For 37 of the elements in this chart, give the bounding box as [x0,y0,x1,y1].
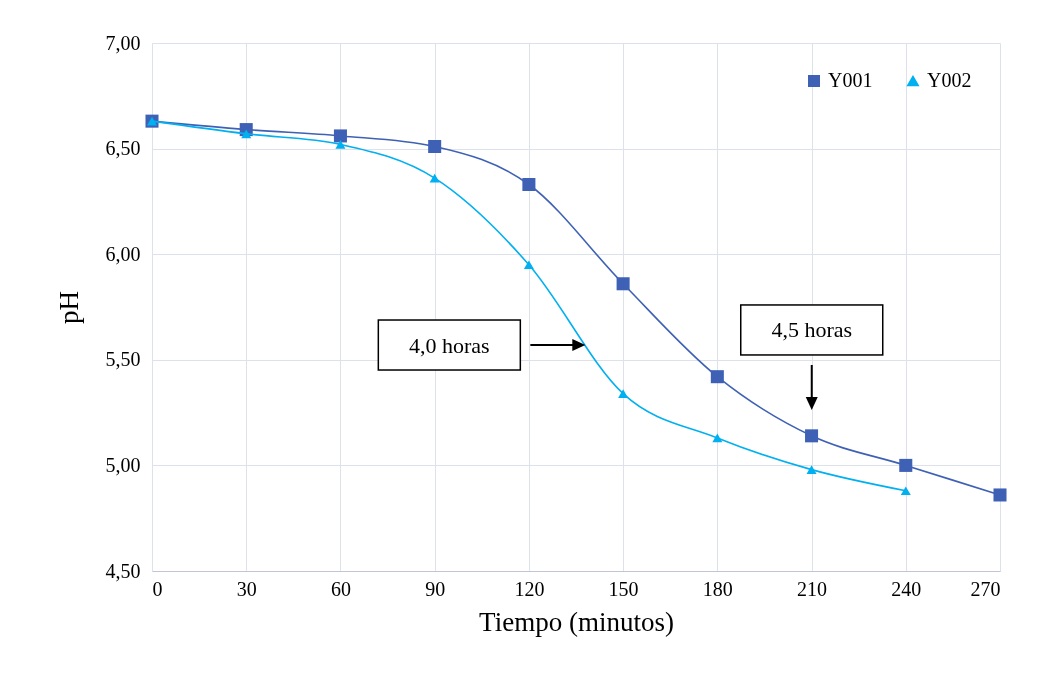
x-tick-label: 90 [425,577,446,600]
point [899,458,913,472]
point [900,486,911,496]
point [806,465,817,474]
point [805,429,819,443]
point [523,260,534,270]
point [522,177,536,192]
x-tick-label: 30 [236,577,257,600]
annotation: 4,0 horas [409,332,490,358]
legend-label: Y002 [927,69,972,91]
x-tick-label: 120 [514,577,545,600]
point [335,140,346,149]
y-tick-label: 6,50 [105,137,141,160]
y-axis-title: pH [53,291,84,324]
point [712,433,723,443]
x-tick-label: 210 [797,577,828,600]
x-tick-label: 270 [970,577,1001,600]
x-tick-label: 0 [152,577,163,600]
y-tick-label: 7,00 [105,31,141,54]
y-tick-label: 5,00 [105,453,141,476]
point [428,139,442,154]
x-tick-label: 180 [702,577,733,600]
point [618,389,629,398]
point [616,277,630,291]
point [241,129,252,139]
x-tick-label: 60 [330,577,351,600]
x-axis-title: Tiempo (minutos) [479,606,674,637]
legend-label: Y001 [828,69,873,91]
y-tick-label: 6,00 [105,242,141,265]
point [333,129,347,143]
y-tick-label: 4,50 [105,559,141,582]
x-tick-label: 150 [608,577,639,600]
point [710,370,724,384]
x-tick-label: 240 [891,577,922,600]
point [993,488,1007,502]
y-tick-label: 5,50 [105,348,141,371]
annotation: 4,5 horas [771,317,853,343]
